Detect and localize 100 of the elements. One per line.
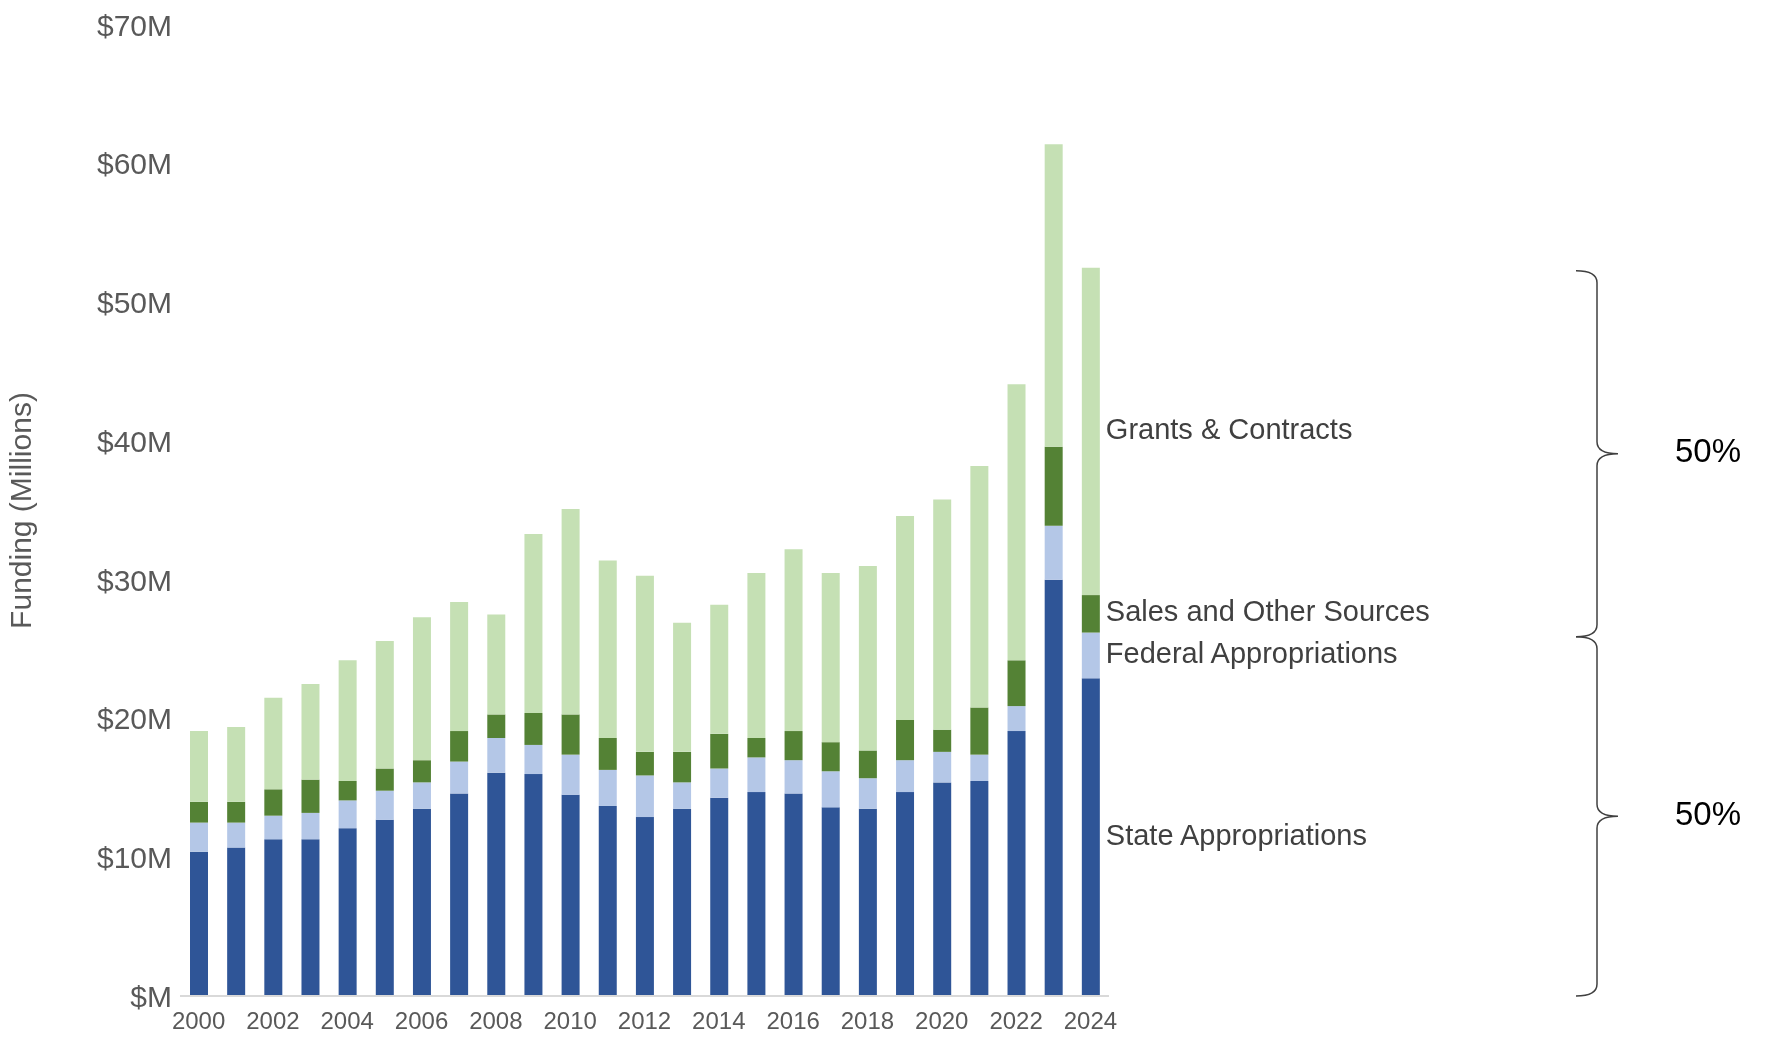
bar bbox=[747, 572, 766, 738]
bar bbox=[227, 801, 246, 823]
y-axis-title: Funding (Millions) bbox=[3, 392, 37, 629]
x-tick-label: 2006 bbox=[394, 1007, 449, 1035]
bar bbox=[264, 815, 283, 840]
bar bbox=[412, 617, 431, 761]
bar bbox=[1007, 384, 1026, 661]
x-tick-label: 2004 bbox=[320, 1007, 374, 1035]
series-label: Grants & Contracts bbox=[1105, 413, 1353, 446]
bar bbox=[784, 760, 803, 794]
bar bbox=[821, 572, 840, 743]
bar bbox=[1081, 632, 1100, 679]
bar bbox=[487, 737, 506, 773]
bar bbox=[561, 754, 580, 795]
bar bbox=[970, 707, 989, 755]
bar bbox=[896, 760, 915, 793]
bar bbox=[673, 622, 692, 752]
x-tick-label: 2010 bbox=[543, 1007, 597, 1035]
x-tick-label: 2000 bbox=[171, 1007, 226, 1035]
bar bbox=[747, 737, 766, 758]
bar bbox=[561, 509, 580, 715]
bar bbox=[784, 731, 803, 761]
bar bbox=[635, 775, 654, 818]
y-tick-label: $10M bbox=[96, 840, 172, 874]
bar bbox=[524, 744, 543, 775]
bar bbox=[524, 713, 543, 745]
bar bbox=[301, 779, 320, 813]
bar bbox=[673, 782, 692, 809]
bar bbox=[635, 817, 654, 996]
bar bbox=[635, 751, 654, 776]
bar bbox=[784, 793, 803, 996]
bar bbox=[450, 761, 469, 794]
bar bbox=[1007, 660, 1026, 707]
bar bbox=[1081, 267, 1100, 596]
bar bbox=[1081, 595, 1100, 633]
bar bbox=[896, 516, 915, 720]
series-label: Sales and Other Sources bbox=[1105, 595, 1430, 628]
bar bbox=[190, 851, 208, 996]
bar bbox=[524, 534, 543, 714]
bar bbox=[561, 794, 580, 996]
x-tick-label: 2014 bbox=[692, 1007, 746, 1035]
bar bbox=[933, 729, 952, 752]
bar bbox=[375, 640, 394, 769]
bar bbox=[487, 714, 506, 738]
x-tick-label: 2002 bbox=[246, 1007, 300, 1035]
bar bbox=[673, 751, 692, 783]
bar bbox=[264, 697, 283, 790]
bar bbox=[896, 719, 915, 761]
y-tick-label: $20M bbox=[96, 702, 172, 736]
bar bbox=[933, 499, 952, 730]
bar bbox=[710, 797, 729, 996]
bar bbox=[375, 768, 394, 791]
bar bbox=[487, 614, 506, 715]
bar bbox=[710, 768, 729, 798]
bar bbox=[970, 754, 989, 781]
bar bbox=[227, 822, 246, 848]
bar bbox=[598, 560, 617, 738]
bar bbox=[412, 782, 431, 809]
y-tick-label: $30M bbox=[96, 563, 172, 597]
bar bbox=[673, 808, 692, 996]
bar bbox=[450, 731, 469, 762]
bar bbox=[858, 565, 877, 751]
series-label: Federal Appropriations bbox=[1105, 637, 1398, 670]
bar bbox=[338, 780, 357, 801]
bar bbox=[598, 737, 617, 770]
bar bbox=[635, 575, 654, 752]
bar bbox=[338, 828, 357, 996]
bar bbox=[450, 793, 469, 996]
x-tick-label: 2020 bbox=[915, 1007, 969, 1035]
text: 50% bbox=[1674, 432, 1742, 470]
bar bbox=[227, 726, 246, 802]
text: 50% bbox=[1674, 795, 1742, 833]
bar bbox=[821, 807, 840, 996]
bar bbox=[1007, 731, 1026, 996]
bar bbox=[561, 714, 580, 755]
bar bbox=[1044, 446, 1063, 526]
bar bbox=[933, 782, 952, 996]
y-tick-label: $40M bbox=[96, 424, 172, 458]
x-tick-label: 2018 bbox=[840, 1007, 895, 1035]
bar bbox=[1081, 678, 1100, 996]
bar bbox=[190, 822, 208, 852]
bar bbox=[375, 790, 394, 820]
bar bbox=[858, 750, 877, 779]
bar bbox=[338, 800, 357, 829]
x-tick-label: 2008 bbox=[469, 1007, 523, 1035]
bar bbox=[301, 683, 320, 780]
bar bbox=[710, 604, 729, 734]
bar bbox=[190, 731, 208, 802]
bar bbox=[412, 760, 431, 783]
bar bbox=[598, 769, 617, 806]
bar bbox=[858, 778, 877, 809]
bar bbox=[1044, 144, 1063, 447]
bar bbox=[227, 847, 246, 996]
x-tick-label: 2022 bbox=[989, 1007, 1043, 1035]
bar bbox=[747, 792, 766, 996]
bar bbox=[301, 812, 320, 840]
bar bbox=[598, 805, 617, 996]
bar bbox=[1044, 579, 1063, 996]
bar bbox=[933, 751, 952, 783]
bar bbox=[264, 789, 283, 816]
